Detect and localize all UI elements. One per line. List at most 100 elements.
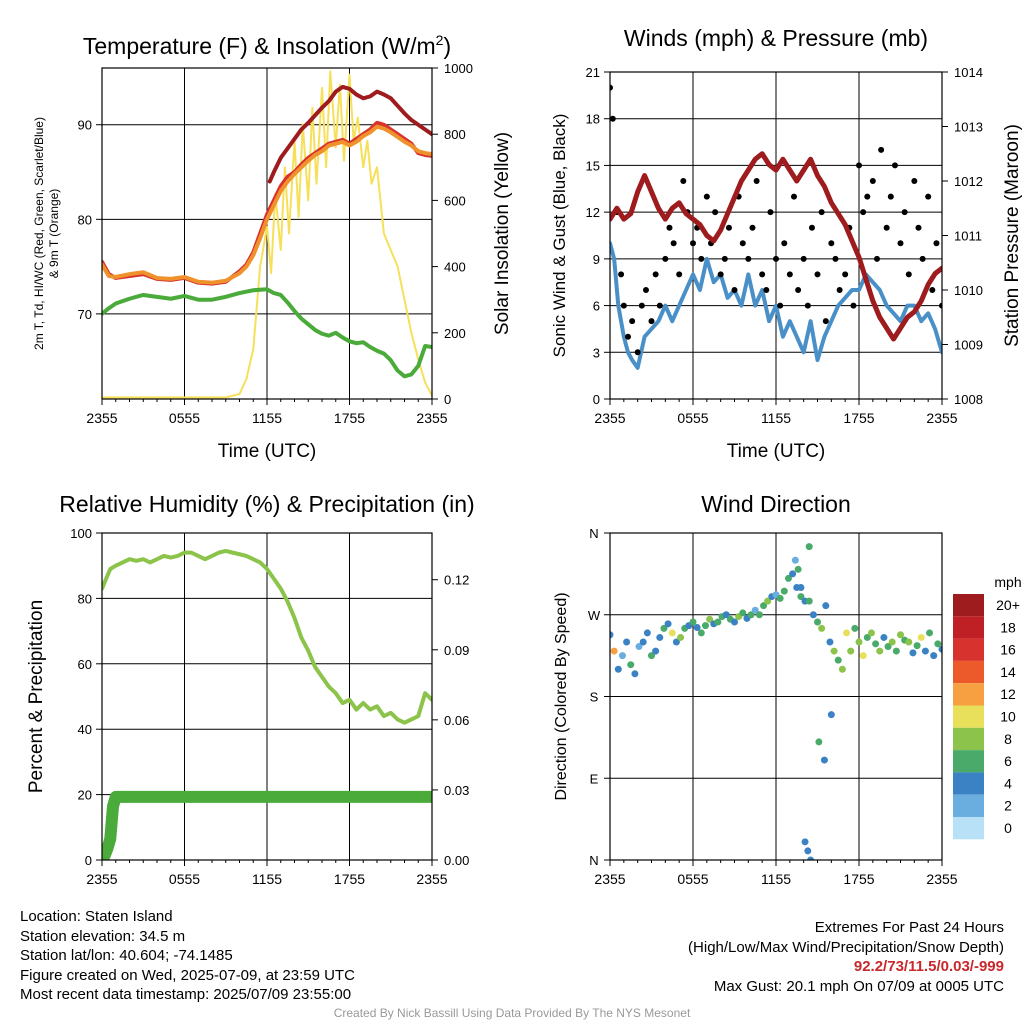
gust-point (721, 255, 728, 262)
direction-point (814, 618, 821, 626)
gust-point (703, 193, 710, 200)
x-tick-label: 1755 (334, 410, 365, 426)
gust-point (680, 178, 687, 184)
extremes-info: Extremes For Past 24 Hours (High/Low/Max… (688, 918, 1004, 996)
legend-swatch (953, 817, 984, 840)
direction-point (921, 647, 929, 655)
direction-point (909, 649, 917, 657)
y-right-tick-label: 0.09 (444, 643, 469, 658)
direction-point (693, 623, 701, 631)
x-tick-label: 2355 (416, 871, 447, 887)
direction-point (905, 638, 913, 646)
y-tick-label: 90 (78, 118, 92, 133)
x-tick-label: 2355 (594, 410, 625, 426)
x-tick-label: 1755 (334, 871, 365, 887)
2m-td-line (102, 287, 432, 379)
gust-point (642, 287, 649, 293)
y-right-tick-label: 1008 (954, 392, 983, 407)
direction-point (784, 574, 792, 582)
direction-point (807, 856, 815, 860)
y-tick-label: 18 (586, 112, 600, 127)
y-tick-label: 15 (586, 158, 600, 173)
gust-point (905, 271, 912, 278)
direction-point (722, 611, 730, 619)
direction-point (797, 584, 805, 591)
direction-point (751, 606, 759, 614)
direction-point (930, 652, 938, 660)
gust-point (618, 271, 625, 278)
y-right-tick-label: 1009 (954, 338, 983, 353)
gust-point (915, 224, 922, 231)
legend-label: 14 (1000, 664, 1016, 680)
direction-point (859, 652, 867, 660)
gust-point (763, 287, 770, 293)
legend-swatch (953, 638, 984, 661)
y-tick-label: 3 (593, 345, 600, 360)
legend-swatch (953, 750, 984, 773)
direction-point (739, 609, 747, 617)
direction-point (677, 633, 685, 641)
y-tick-label: S (590, 690, 599, 705)
gust-point (822, 318, 829, 325)
y-axis-label: & 9m T (Orange) (47, 189, 61, 279)
station-info: Location: Staten Island Station elevatio… (20, 907, 355, 1005)
y-right-tick-label: 1014 (954, 65, 983, 80)
gust-point (666, 224, 673, 231)
chart-title: Relative Humidity (%) & Precipitation (i… (59, 491, 474, 517)
direction-point (668, 629, 676, 637)
gust-point (670, 240, 677, 247)
gust-point (850, 302, 857, 309)
gust-point (911, 178, 918, 184)
direction-point (652, 647, 660, 655)
plot-frame (101, 532, 433, 861)
direction-point (794, 565, 802, 573)
y-right-tick-label: 0.03 (444, 783, 469, 798)
y-tick-label: E (590, 771, 599, 786)
direction-point (791, 556, 799, 564)
direction-point (764, 597, 772, 605)
gust-point (712, 209, 719, 216)
direction-point (820, 756, 828, 764)
x-tick-label: 0555 (677, 871, 708, 887)
direction-point (697, 629, 705, 637)
direction-point (656, 633, 664, 641)
direction-point (872, 640, 880, 648)
gust-point (864, 193, 871, 200)
y-tick-label: 100 (70, 526, 92, 541)
extremes-values: 92.2/73/11.5/0.03/-999 (853, 958, 1004, 975)
max-gust-text: Max Gust: 20.1 mph On 07/09 at 0005 UTC (713, 977, 1004, 995)
y-tick-label: 40 (78, 722, 92, 737)
legend-swatch (953, 727, 984, 751)
y-tick-label: 80 (78, 212, 92, 227)
y-tick-label: 80 (78, 591, 92, 606)
y-right-tick-label: 0.12 (444, 573, 469, 588)
y-right-tick-label: 1013 (954, 120, 983, 135)
direction-point (855, 638, 863, 646)
direction-point (614, 665, 622, 673)
direction-point (822, 602, 830, 610)
gust-point (656, 302, 663, 309)
direction-point (747, 611, 755, 619)
direction-point (926, 629, 934, 637)
gust-point (901, 209, 908, 216)
legend-label: 12 (1000, 686, 1016, 702)
x-tick-label: 2355 (86, 871, 117, 887)
y-tick-label: W (588, 608, 601, 623)
direction-point (834, 656, 842, 664)
legend-swatch (953, 705, 984, 728)
gust-point (929, 287, 936, 293)
legend-label: 8 (1004, 731, 1012, 747)
direction-point (618, 652, 626, 660)
gust-point (933, 240, 940, 247)
y-right-tick-label: 0.06 (444, 713, 469, 728)
plot-area-temp (102, 70, 432, 399)
direction-point (818, 624, 826, 632)
gust-point (842, 271, 849, 278)
legend-label: 18 (1000, 619, 1016, 635)
y-right-tick-label: 1012 (954, 174, 983, 189)
direction-point (755, 611, 763, 619)
legend-label: 20+ (996, 597, 1020, 613)
y-tick-label: 20 (78, 788, 92, 803)
direction-point (913, 642, 921, 650)
